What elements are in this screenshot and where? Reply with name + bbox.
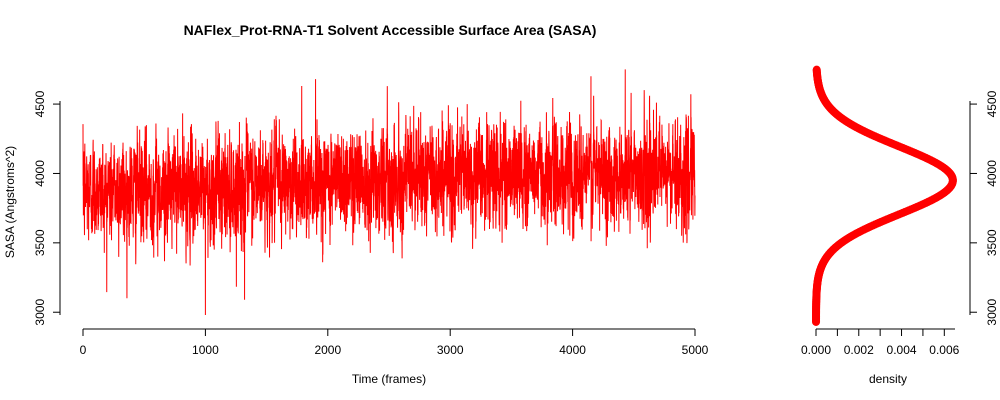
chart-title: NAFlex_Prot-RNA-T1 Solvent Accessible Su… [184, 22, 597, 38]
density-points-group [812, 65, 957, 326]
time-x-axis-title: Time (frames) [352, 372, 426, 386]
density-point [812, 65, 821, 74]
time-x-tick-label: 5000 [682, 343, 709, 357]
density-y-tick-label: 4000 [985, 160, 999, 187]
density-x-axis-ticks: 0.000 0.002 0.004 0.006 [801, 329, 960, 357]
density-x-tick-label: 0.006 [929, 343, 959, 357]
sasa-y-axis-ticks: 3000 3500 4000 4500 [33, 90, 60, 326]
density-x-tick-label: 0.000 [801, 343, 831, 357]
sasa-y-tick-label: 3500 [33, 229, 47, 256]
density-y-tick-label: 4500 [985, 90, 999, 117]
density-panel: 0.000 0.002 0.004 0.006 3000 3500 4000 4500 de… [801, 65, 999, 386]
density-y-axis-ticks: 3000 3500 4000 4500 [970, 90, 999, 326]
density-x-tick-label: 0.002 [844, 343, 874, 357]
density-x-axis-title: density [869, 372, 907, 386]
time-x-axis-ticks: 0 1000 2000 3000 4000 5000 [80, 329, 709, 357]
density-y-tick-label: 3500 [985, 229, 999, 256]
time-series-line-group [82, 69, 696, 316]
density-y-tick-label: 3000 [985, 299, 999, 326]
time-x-tick-label: 2000 [314, 343, 341, 357]
sasa-y-axis-title: SASA (Angstroms^2) [3, 146, 17, 258]
time-x-tick-label: 4000 [559, 343, 586, 357]
time-series-panel: 0 1000 2000 3000 4000 5000 3000 3500 4000 4500 T… [3, 69, 709, 386]
sasa-y-tick-label: 4500 [33, 90, 47, 117]
time-x-tick-label: 1000 [192, 343, 219, 357]
time-x-tick-label: 3000 [437, 343, 464, 357]
sasa-series-line [82, 69, 696, 316]
density-x-tick-label: 0.004 [887, 343, 917, 357]
sasa-y-tick-label: 4000 [33, 160, 47, 187]
time-x-tick-label: 0 [80, 343, 87, 357]
sasa-y-tick-label: 3000 [33, 299, 47, 326]
